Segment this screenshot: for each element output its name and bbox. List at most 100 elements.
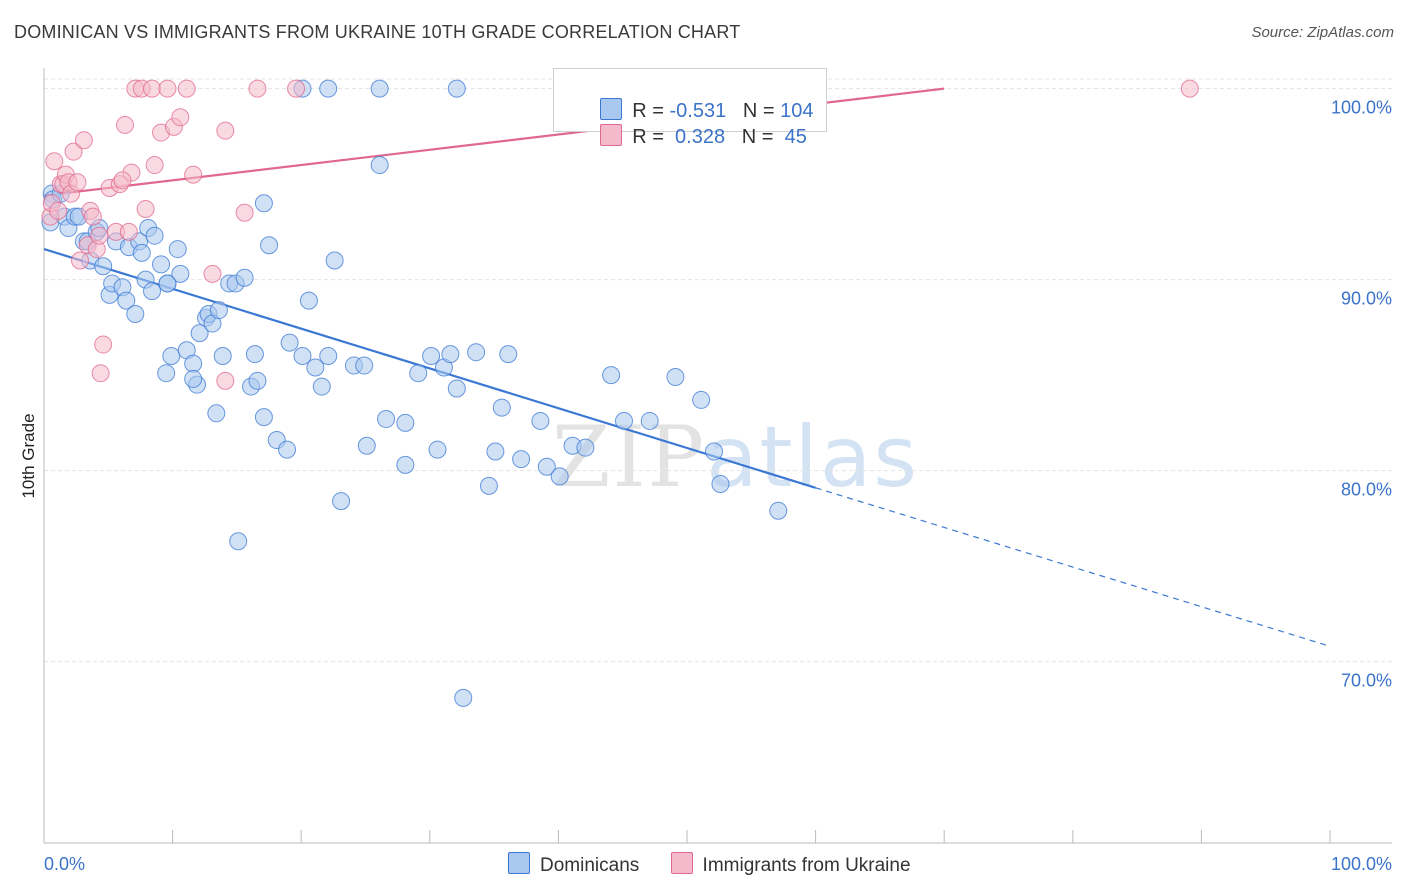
legend-n-value: 104 [780,100,814,122]
point-ukraine [287,79,306,98]
point-dominicans [576,438,595,457]
point-dominicans [454,688,473,707]
point-ukraine [83,207,102,226]
series-legend: Dominicans Immigrants from Ukraine [508,852,937,877]
point-dominicans [447,79,466,98]
point-ukraine [49,201,68,220]
point-ukraine [235,203,254,222]
legend-row-ukraine: R = 0.328 N = 45 [578,101,807,148]
legend-swatch-pink [670,852,693,874]
point-dominicans [260,236,279,255]
point-ukraine [216,371,235,390]
point-dominicans [152,255,171,274]
point-dominicans [306,358,325,377]
watermark-atlas: atlas [706,408,920,506]
point-ukraine [116,115,135,134]
legend-swatch-pink [600,124,623,146]
point-dominicans [235,268,254,287]
legend-item-dominicans[interactable]: Dominicans [508,852,639,877]
legend-swatch-blue [508,852,530,874]
point-dominicans [207,404,226,423]
point-dominicans [319,347,338,366]
point-dominicans [428,440,447,459]
x-tick-label: 100.0% [1331,854,1392,874]
point-dominicans [537,457,556,476]
point-ukraine [90,226,109,245]
point-dominicans [550,467,569,486]
point-dominicans [640,411,659,430]
legend-item-ukraine[interactable]: Immigrants from Ukraine [670,852,911,877]
point-dominicans [171,264,190,283]
axis-labels: 100.0% 90.0% 80.0% 70.0% 0.0% 100.0% 10th Grad… [19,98,1392,874]
point-dominicans [117,291,136,310]
y-tick-label: 70.0% [1341,671,1392,691]
point-dominicans [396,455,415,474]
y-axis-label: 10th Grade [19,413,38,498]
point-ukraine [64,142,83,161]
point-dominicans [184,369,203,388]
point-dominicans [190,324,209,343]
point-dominicans [162,347,181,366]
point-ukraine [68,173,87,192]
point-dominicans [711,474,730,493]
point-dominicans [157,364,176,383]
point-dominicans [293,347,312,366]
point-dominicans [248,371,267,390]
point-ukraine [145,156,164,175]
point-dominicans [531,411,550,430]
point-dominicans [467,343,486,362]
trend-line-dominicans-extension [815,487,1331,647]
point-dominicans [280,333,299,352]
point-ukraine [177,79,196,98]
x-tick-label: 0.0% [44,854,85,874]
source-label: Source: ZipAtlas.com [1251,24,1394,41]
legend-r-value: 0.328 [669,126,726,148]
gridlines [44,78,1392,663]
legend-r-label: R = [632,126,670,148]
point-dominicans [145,226,164,245]
point-dominicans [299,291,318,310]
point-ukraine [45,152,64,171]
point-dominicans [143,282,162,301]
point-dominicans [447,379,466,398]
point-ukraine [248,79,267,98]
point-dominicans [396,413,415,432]
point-dominicans [319,79,338,98]
point-ukraine [94,335,113,354]
point-dominicans [705,442,724,461]
point-ukraine [1180,79,1199,98]
point-dominicans [492,398,511,417]
point-dominicans [325,251,344,270]
legend-n-label: N = [742,100,781,122]
point-dominicans [441,345,460,364]
point-dominicans [254,194,273,213]
point-dominicans [278,440,297,459]
point-dominicans [209,301,228,320]
legend-r-value: -0.531 [669,100,727,122]
point-dominicans [377,410,396,429]
point-dominicans [666,368,685,387]
point-dominicans [479,476,498,495]
point-dominicans [94,257,113,276]
y-tick-label: 100.0% [1331,98,1392,118]
point-dominicans [512,450,531,469]
legend-label-ukraine: Immigrants from Ukraine [702,855,911,876]
point-dominicans [409,364,428,383]
point-ukraine [74,131,93,150]
point-dominicans [769,501,788,520]
point-dominicans [499,345,518,364]
point-dominicans [332,492,351,511]
point-ukraine [91,364,110,383]
legend-r-label: R = [632,100,670,122]
point-ukraine [171,108,190,127]
point-ukraine [113,171,132,190]
legend-n-label: N = [741,126,780,148]
point-dominicans [370,79,389,98]
point-ukraine [71,251,90,270]
point-ukraine [136,199,155,218]
point-dominicans [158,274,177,293]
point-dominicans [355,356,374,375]
point-dominicans [184,354,203,373]
chart-title: DOMINICAN VS IMMIGRANTS FROM UKRAINE 10T… [14,22,741,42]
point-dominicans [229,532,248,551]
